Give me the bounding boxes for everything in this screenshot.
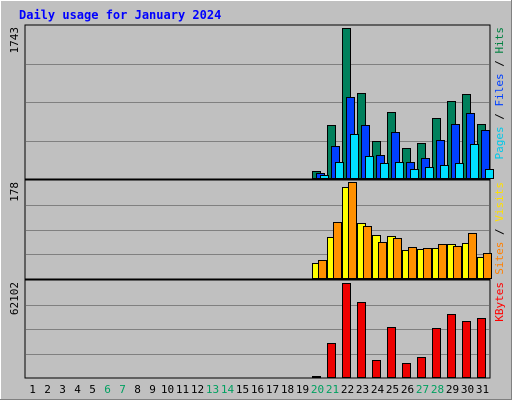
day-label-31: 31 [476,383,489,396]
bar-hits-pages-day-22 [350,134,359,179]
panel-visits: 178 Sites / Visits [8,179,506,280]
day-labels-group: 1 2 3 4 5 6 7 8 9 10 11 12 13 14 15 16 17 18 19 20 21 22 23 24 2… [29,383,489,396]
bar-hits-pages-day-20 [320,175,329,179]
day-label-2: 2 [44,383,51,396]
panel-kbytes-max-label: 62102 [8,282,21,315]
bar-visits-sites-day-22 [348,182,357,279]
panel-hits: 1743 Pages / Files / Hits [8,24,506,180]
panel-kbytes: 62102 KBytes [8,279,506,379]
day-label-6: 6 [104,383,111,396]
bar-kbytes-kbytes-day-20 [312,376,321,378]
chart-title: Daily usage for January 2024 [19,8,221,22]
day-label-17: 17 [266,383,279,396]
day-label-28: 28 [431,383,444,396]
day-label-10: 10 [161,383,174,396]
bar-kbytes-kbytes-day-27 [417,357,426,378]
day-label-19: 19 [296,383,309,396]
bar-kbytes-kbytes-day-21 [327,343,336,378]
bar-hits-pages-day-23 [365,156,374,179]
day-label-29: 29 [446,383,459,396]
bar-hits-pages-day-27 [425,167,434,179]
day-label-21: 21 [326,383,339,396]
day-label-15: 15 [236,383,249,396]
bar-visits-sites-day-24 [378,242,387,279]
day-label-22: 22 [341,383,354,396]
day-label-5: 5 [89,383,96,396]
bar-hits-pages-day-21 [335,162,344,179]
day-label-27: 27 [416,383,429,396]
panel-visits-legend-item: Sites [493,242,506,275]
day-label-16: 16 [251,383,264,396]
day-label-23: 23 [356,383,369,396]
day-label-14: 14 [221,383,235,396]
bar-visits-sites-day-28 [438,244,447,279]
bar-hits-pages-day-25 [395,162,404,179]
panel-visits-legend-item: Visits [493,182,506,222]
panel-kbytes-legend: KBytes [493,282,506,322]
panel-hits-legend: Pages / Files / Hits [493,27,506,160]
day-label-7: 7 [119,383,126,396]
bar-hits-pages-day-29 [455,163,464,179]
day-label-25: 25 [386,383,399,396]
day-label-12: 12 [191,383,204,396]
panel-hits-legend-item: / [493,54,506,74]
panel-visits-legend-item: / [493,222,506,242]
bar-visits-sites-day-29 [453,246,462,279]
day-label-1: 1 [29,383,36,396]
day-label-24: 24 [371,383,385,396]
bar-kbytes-kbytes-day-26 [402,363,411,378]
bar-hits-pages-day-24 [380,163,389,179]
day-label-26: 26 [401,383,414,396]
panel-hits-legend-item: / [493,107,506,127]
bar-visits-sites-day-25 [393,238,402,279]
day-label-8: 8 [134,383,141,396]
panel-hits-legend-item: Pages [493,126,506,159]
panel-visits-max-label: 178 [8,182,21,202]
bar-hits-pages-day-31 [485,169,494,179]
day-label-18: 18 [281,383,294,396]
bar-kbytes-kbytes-day-23 [357,302,366,378]
day-label-4: 4 [74,383,81,396]
bar-kbytes-kbytes-day-29 [447,314,456,378]
day-label-3: 3 [59,383,66,396]
day-label-9: 9 [149,383,156,396]
day-label-13: 13 [206,383,219,396]
bar-visits-sites-day-23 [363,226,372,279]
bar-kbytes-kbytes-day-22 [342,283,351,378]
panel-visits-legend: Sites / Visits [493,182,506,275]
bar-hits-pages-day-26 [410,169,419,179]
bar-kbytes-kbytes-day-30 [462,321,471,378]
bar-kbytes-kbytes-day-25 [387,327,396,378]
bar-visits-sites-day-30 [468,233,477,279]
bar-visits-sites-day-21 [333,222,342,279]
panels-group: 1743 Pages / Files / Hits 178 Sites / Visit… [8,24,506,379]
bar-visits-sites-day-26 [408,247,417,279]
day-label-20: 20 [311,383,324,396]
day-label-30: 30 [461,383,474,396]
panel-hits-legend-item: Files [493,73,506,106]
bar-hits-pages-day-28 [440,165,449,179]
panel-hits-max-label: 1743 [8,27,21,54]
bar-hits-pages-day-30 [470,144,479,179]
bar-visits-sites-day-27 [423,248,432,279]
bar-visits-sites-day-20 [318,260,327,279]
bar-kbytes-kbytes-day-28 [432,328,441,378]
panel-kbytes-legend-item: KBytes [493,282,506,322]
bar-kbytes-kbytes-day-31 [477,318,486,378]
bar-visits-sites-day-31 [483,253,492,279]
day-label-11: 11 [176,383,189,396]
bar-kbytes-kbytes-day-24 [372,360,381,378]
panel-hits-legend-item: Hits [493,27,506,54]
